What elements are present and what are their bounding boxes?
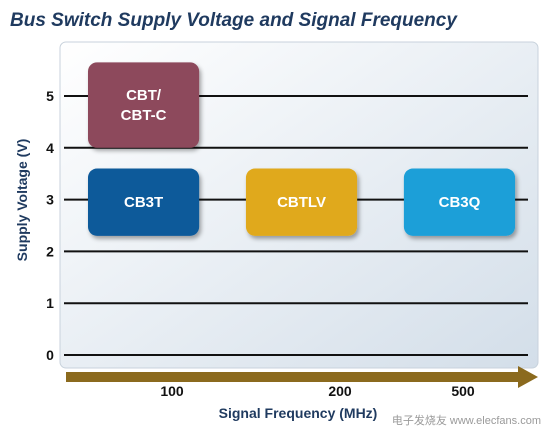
box-cb3q: CB3Q [403,168,516,236]
y-tick-0: 0 [46,347,54,363]
box-rect [245,168,358,236]
watermark: 电子发烧友 www.elecfans.com [392,413,541,427]
x-tick-500: 500 [451,383,475,399]
box-label: CB3Q [439,194,481,211]
box-label: CBT/ [126,87,162,104]
box-cb3t: CB3T [88,168,200,236]
y-axis-label: Supply Voltage (V) [14,139,30,262]
y-tick-1: 1 [46,295,54,311]
voltage-frequency-boxes: CBT/CBT-C CB3T CBTLV CB3Q [88,62,516,236]
x-axis-label: Signal Frequency (MHz) [219,405,378,421]
box-label: CBT-C [121,107,167,124]
y-tick-labels: 0 1 2 3 4 5 [46,88,54,363]
x-tick-100: 100 [160,383,184,399]
y-tick-5: 5 [46,88,54,104]
x-tick-labels: 100 200 500 [160,383,475,399]
x-tick-200: 200 [328,383,352,399]
box-label: CB3T [124,194,163,211]
box-rect [88,62,200,148]
box-cbtlv: CBTLV [245,168,358,236]
box-rect [403,168,516,236]
y-tick-2: 2 [46,243,54,259]
box-cbtcbtc: CBT/CBT-C [88,62,200,148]
box-rect [88,168,200,236]
y-tick-3: 3 [46,192,54,208]
box-label: CBTLV [277,194,326,211]
x-axis-arrow [66,366,538,388]
chart-title: Bus Switch Supply Voltage and Signal Fre… [10,10,458,31]
y-tick-4: 4 [46,140,54,156]
